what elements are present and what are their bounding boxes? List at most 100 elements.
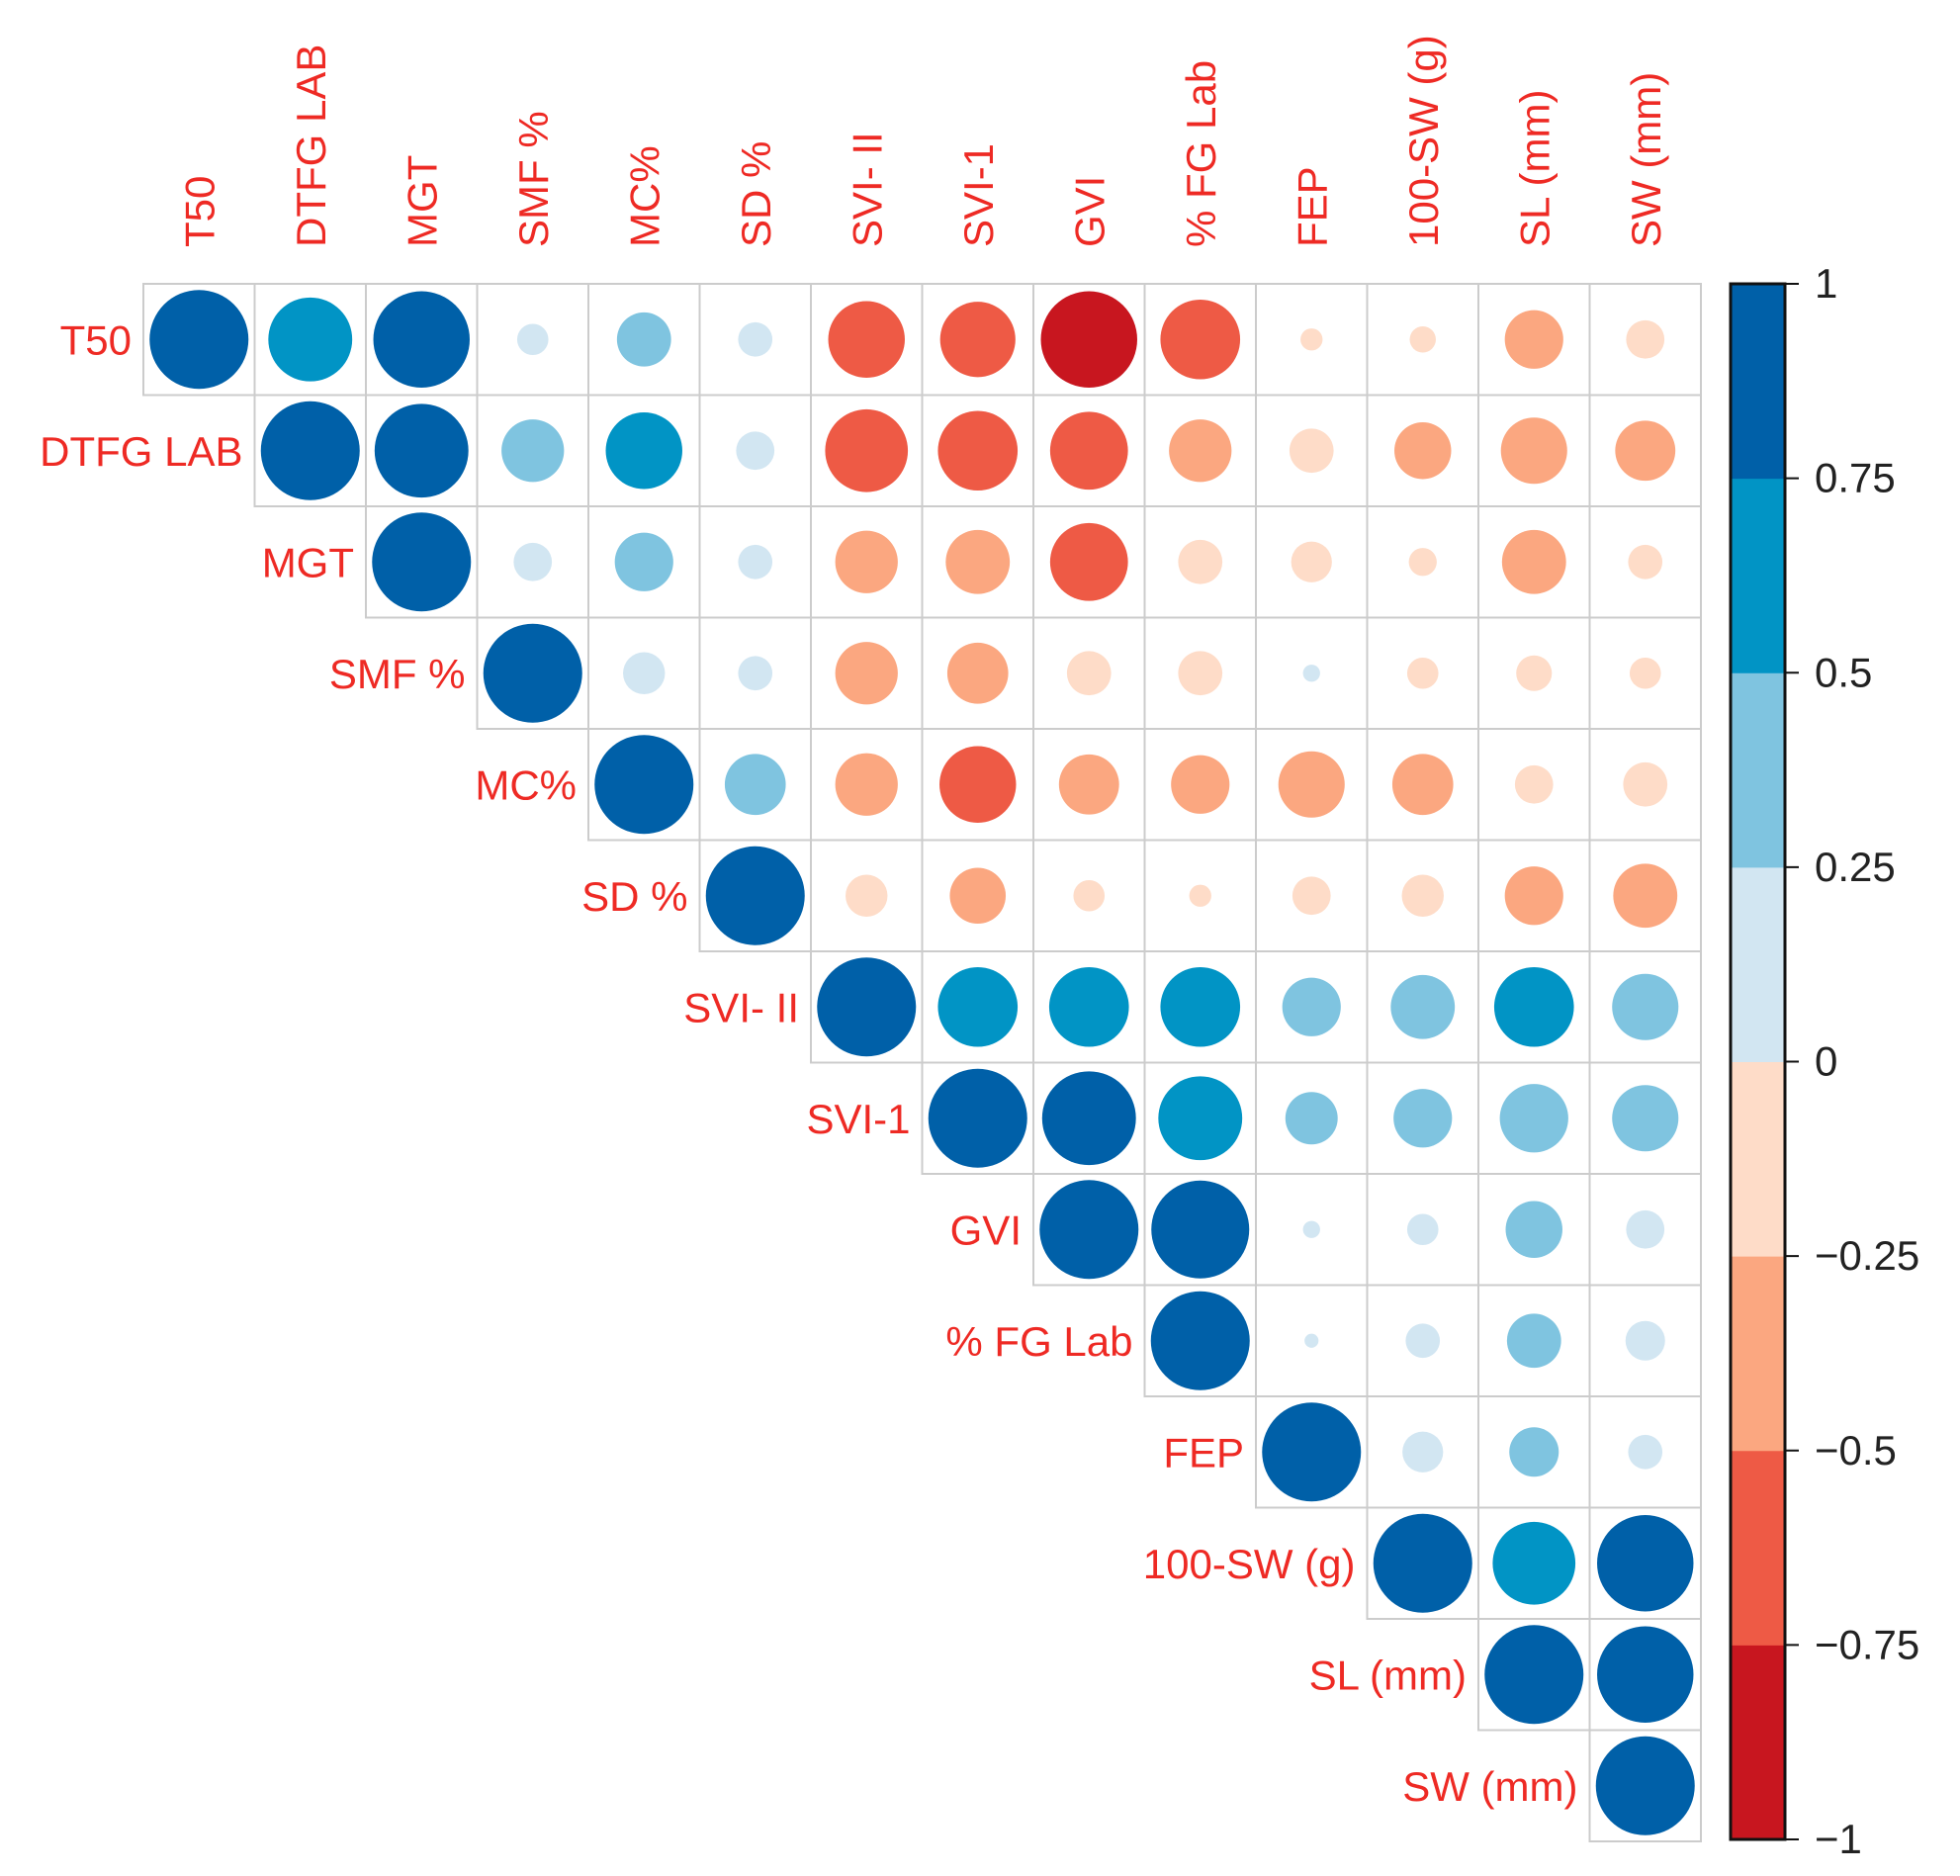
correlation-circle	[1505, 1201, 1562, 1258]
correlation-circle	[1151, 1180, 1250, 1279]
correlation-circle	[1625, 1320, 1665, 1361]
correlation-circle	[1189, 884, 1211, 907]
correlation-circle	[623, 652, 666, 694]
colorbar-tick-label: −0.25	[1815, 1232, 1919, 1279]
colorbar-tick-label: −1	[1815, 1816, 1862, 1862]
column-label: 100-SW (g)	[1400, 35, 1447, 247]
correlation-circle	[1406, 657, 1439, 689]
correlation-circle	[1178, 539, 1223, 584]
correlation-circle	[817, 957, 917, 1057]
colorbar: 1 0.75 0.5 0.25 0 −0.25 −0.5 −0.75 −1	[1729, 260, 1919, 1862]
correlation-circle	[736, 431, 775, 471]
correlation-circle	[738, 321, 773, 357]
correlation-circle	[1049, 411, 1128, 491]
row-label: SMF %	[329, 651, 466, 697]
correlation-circle	[825, 408, 909, 492]
column-label: SW (mm)	[1623, 72, 1669, 247]
correlation-circle	[373, 291, 470, 388]
correlation-circle	[949, 867, 1007, 925]
correlation-circle	[1500, 417, 1567, 485]
row-label: 100-SW (g)	[1143, 1541, 1356, 1587]
column-label: SMF %	[510, 111, 557, 247]
correlation-circle	[946, 642, 1009, 704]
colorbar-tick-label: −0.5	[1815, 1427, 1897, 1474]
column-label: SL (mm)	[1511, 90, 1558, 247]
correlation-circle	[513, 542, 553, 581]
correlation-circle	[1626, 319, 1665, 359]
correlation-circle	[1613, 863, 1678, 929]
row-label: T50	[60, 316, 132, 363]
correlation-circle	[1282, 977, 1341, 1036]
correlation-circle	[724, 754, 786, 816]
column-label: SVI- II	[844, 132, 890, 247]
cell	[1588, 283, 1702, 397]
correlation-circle	[516, 323, 549, 356]
correlation-circle	[1285, 1092, 1338, 1145]
row-label: MGT	[262, 539, 354, 585]
correlation-circle	[835, 530, 898, 593]
correlation-circle	[1040, 291, 1137, 388]
colorbar-bin	[1731, 866, 1785, 1062]
column-label: % FG Lab	[1178, 60, 1224, 247]
column-label: T50	[176, 176, 223, 247]
column-label: MC%	[621, 145, 668, 247]
correlation-circle	[1499, 1084, 1568, 1153]
colorbar-tick-label: −0.75	[1815, 1621, 1919, 1667]
correlation-circle	[1501, 529, 1566, 594]
row-label: MC%	[475, 761, 577, 808]
correlation-circle	[828, 301, 905, 378]
correlation-circle	[1169, 419, 1232, 483]
colorbar-tick-label: 0.75	[1815, 455, 1896, 501]
row-label: FEP	[1163, 1429, 1244, 1475]
colorbar-bin	[1731, 672, 1785, 868]
correlation-circle	[939, 302, 1016, 378]
correlation-circle	[1401, 874, 1444, 917]
correlation-circle	[1160, 299, 1241, 380]
correlation-circle	[1406, 1213, 1439, 1246]
correlation-circle	[594, 735, 694, 835]
row-label: GVI	[950, 1206, 1022, 1253]
correlation-circle	[1302, 1220, 1320, 1238]
correlation-circle	[1041, 1071, 1136, 1166]
correlation-circle	[1262, 1402, 1362, 1502]
correlation-circle	[1039, 1180, 1139, 1280]
correlation-circle	[1612, 1085, 1679, 1152]
correlation-circle	[1514, 764, 1554, 804]
column-label: FEP	[1289, 166, 1335, 247]
correlation-circle	[1292, 876, 1331, 916]
correlation-circle	[1629, 657, 1661, 689]
row-label: DTFG LAB	[40, 428, 242, 475]
correlation-circle	[1171, 755, 1230, 814]
correlation-circle	[1626, 1209, 1665, 1249]
correlation-circle	[937, 410, 1019, 491]
correlation-circle	[937, 966, 1019, 1047]
correlation-circle	[1291, 541, 1332, 582]
correlation-cells	[142, 283, 1702, 1842]
correlation-circle	[1393, 1089, 1453, 1148]
correlation-circle	[616, 312, 671, 367]
correlation-circle	[260, 401, 360, 500]
correlation-circle	[1597, 1515, 1694, 1612]
correlation-circle	[945, 529, 1011, 594]
correlation-circle	[372, 512, 472, 612]
correlation-circle	[1597, 1626, 1694, 1723]
correlation-circle	[1058, 754, 1119, 815]
correlation-circle	[1160, 966, 1241, 1047]
column-label: SD %	[733, 141, 779, 247]
cell	[1588, 505, 1702, 619]
correlation-circle	[1612, 973, 1679, 1040]
row-label: SW (mm)	[1402, 1763, 1577, 1810]
correlation-circle	[1615, 420, 1676, 482]
colorbar-bin	[1731, 1061, 1785, 1257]
correlation-circle	[738, 544, 773, 580]
correlation-circle	[928, 1068, 1027, 1168]
correlation-circle	[1595, 1736, 1695, 1835]
correlation-circle	[149, 290, 249, 390]
correlation-circle	[835, 642, 898, 705]
colorbar-tick-label: 0.25	[1815, 844, 1896, 890]
correlation-circle	[1278, 751, 1345, 818]
correlation-circle	[1391, 754, 1454, 816]
correlation-circle	[1492, 1521, 1576, 1605]
correlation-circle	[614, 532, 673, 591]
correlation-circle	[483, 623, 582, 723]
